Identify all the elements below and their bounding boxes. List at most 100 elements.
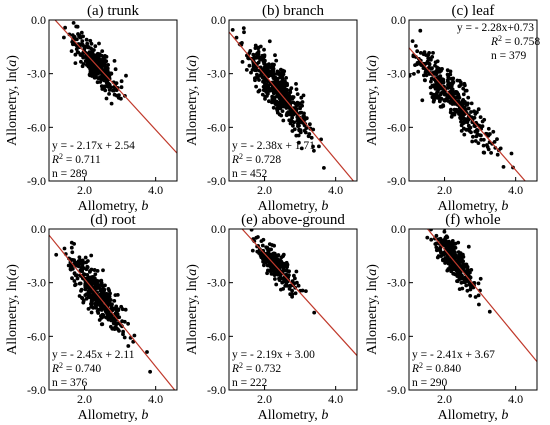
data-point <box>145 350 149 354</box>
data-point <box>79 30 84 35</box>
data-point <box>455 90 460 95</box>
data-point <box>86 307 91 311</box>
data-point <box>278 106 283 111</box>
data-point <box>74 24 79 29</box>
data-point <box>299 146 304 151</box>
data-point <box>85 265 90 270</box>
data-point <box>300 100 305 104</box>
data-point <box>446 82 450 87</box>
data-point <box>278 85 283 90</box>
data-point <box>431 218 435 222</box>
data-point <box>462 280 466 284</box>
data-point <box>83 281 88 286</box>
data-point <box>435 95 439 100</box>
y-tick-label: -9.0 <box>27 174 46 188</box>
data-point <box>434 82 438 87</box>
data-point <box>93 272 98 277</box>
data-point <box>473 112 478 116</box>
data-point <box>77 261 82 266</box>
data-point <box>471 134 475 139</box>
data-point <box>281 254 285 259</box>
data-point <box>300 288 305 293</box>
data-point <box>276 83 281 87</box>
data-point <box>302 111 306 116</box>
data-point <box>266 83 270 88</box>
data-point <box>92 67 97 71</box>
data-point <box>92 276 97 281</box>
sample-size: n = 222 <box>232 377 267 389</box>
data-point <box>476 107 481 112</box>
data-point <box>80 264 85 268</box>
r-squared: R2 = 0.732 <box>231 361 281 376</box>
data-point <box>109 85 114 90</box>
data-point <box>80 39 85 43</box>
data-point <box>442 229 447 234</box>
data-point <box>262 47 266 52</box>
data-point <box>476 281 481 286</box>
data-point <box>121 332 125 337</box>
data-point <box>460 260 465 264</box>
data-point <box>281 118 286 123</box>
data-point <box>122 335 127 340</box>
data-point <box>474 134 479 139</box>
data-point <box>96 58 101 63</box>
y-tick-label: -9.0 <box>387 174 406 188</box>
data-point <box>261 84 266 89</box>
x-tick-label: 4.0 <box>148 183 163 197</box>
data-point <box>222 38 226 42</box>
data-point <box>433 87 438 91</box>
y-tick-label: -3.0 <box>207 67 226 81</box>
plot-frame <box>48 19 178 182</box>
data-point <box>459 120 464 124</box>
data-point <box>259 239 264 244</box>
data-point <box>295 92 300 96</box>
data-point <box>266 259 270 264</box>
data-point <box>469 110 473 114</box>
regression-line <box>426 229 537 363</box>
data-point <box>423 78 427 83</box>
data-point <box>104 299 108 304</box>
data-point <box>117 315 122 320</box>
sample-size: n = 452 <box>232 168 267 180</box>
data-point <box>445 68 450 73</box>
panel-4: 0.0 -3.0 -6.0 -9.0 2.0 4.0 (d) root Allometry, … <box>5 212 178 423</box>
data-point <box>491 129 496 134</box>
data-point <box>495 137 499 142</box>
data-point <box>441 103 445 108</box>
data-point <box>100 61 105 66</box>
data-point <box>470 139 475 144</box>
panel-title: (c) leaf <box>452 3 495 19</box>
r-squared: R2 = 0.728 <box>231 152 281 167</box>
data-point <box>263 77 267 82</box>
data-point <box>263 88 268 93</box>
data-point <box>300 103 304 108</box>
data-point <box>272 76 277 81</box>
sample-size: n = 376 <box>52 377 87 389</box>
x-tick-label: 4.0 <box>328 183 343 197</box>
data-point <box>295 280 299 285</box>
data-point <box>455 255 460 260</box>
data-point <box>296 283 301 288</box>
point-cloud <box>409 28 515 170</box>
data-point <box>450 239 455 243</box>
plot-frame <box>228 19 358 182</box>
data-point <box>90 299 94 304</box>
data-point <box>283 284 288 288</box>
data-point <box>251 52 256 57</box>
data-point <box>78 35 83 40</box>
data-point <box>288 292 293 297</box>
data-point <box>242 30 246 35</box>
x-tick-label: 4.0 <box>508 183 523 197</box>
data-point <box>274 282 279 287</box>
y-tick-label: -9.0 <box>27 383 46 397</box>
data-point <box>459 83 463 87</box>
data-point <box>293 276 297 281</box>
data-point <box>117 329 121 333</box>
data-point <box>96 299 101 304</box>
y-tick-label: -9.0 <box>207 174 226 188</box>
data-point <box>97 70 102 75</box>
data-point <box>448 72 453 77</box>
point-cloud <box>222 26 326 170</box>
data-point <box>288 88 292 93</box>
data-point <box>266 268 270 273</box>
